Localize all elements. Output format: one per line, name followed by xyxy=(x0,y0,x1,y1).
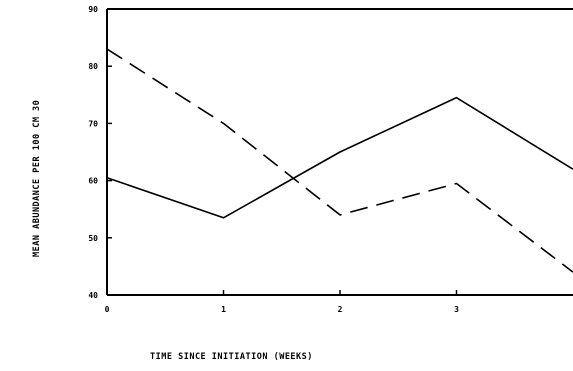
x-tick-label: 2 xyxy=(338,305,343,314)
x-tick-label: 3 xyxy=(454,305,459,314)
y-tick-label: 90 xyxy=(88,5,98,14)
series-line-dashed xyxy=(106,48,573,273)
series-line-solid xyxy=(106,96,573,219)
y-tick-label: 60 xyxy=(88,177,98,186)
y-axis-title: MEAN ABUNDANCE PER 100 CM 30 xyxy=(32,100,42,257)
y-tick-label: 80 xyxy=(88,62,98,71)
x-axis-title: TIME SINCE INITIATION (WEEKS) xyxy=(150,352,313,362)
series-lines xyxy=(106,48,573,273)
y-tick-label: 40 xyxy=(88,291,98,300)
x-axis-ticks: 0 1 2 3 xyxy=(105,290,459,314)
y-tick-label: 50 xyxy=(88,234,98,243)
x-tick-label: 0 xyxy=(105,305,110,314)
y-axis-ticks: 40 50 60 70 80 90 xyxy=(88,5,112,300)
y-tick-label: 70 xyxy=(88,119,98,128)
x-tick-label: 1 xyxy=(221,305,226,314)
